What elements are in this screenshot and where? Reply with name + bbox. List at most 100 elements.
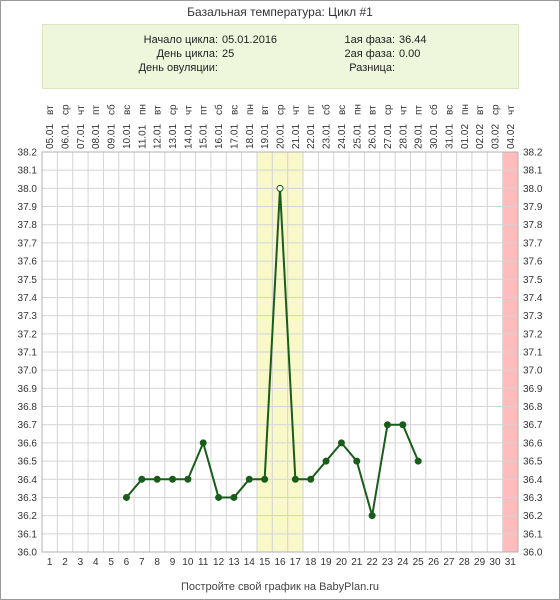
x-tick-label: 27 <box>443 557 455 568</box>
x-tick-label: 23 <box>382 557 394 568</box>
data-point <box>199 439 207 447</box>
weekday-label: пн <box>245 104 256 115</box>
cycle-start-value: 05.01.2016 <box>222 34 278 46</box>
date-label: 19.01 <box>260 124 271 149</box>
data-point <box>337 439 345 447</box>
x-tick-label: 19 <box>321 557 333 568</box>
x-tick-label: 11 <box>198 557 209 568</box>
x-tick-label: 9 <box>170 557 176 568</box>
x-tick-label: 14 <box>244 557 256 568</box>
date-label: 31.01 <box>444 124 455 149</box>
weekday-label: чт <box>398 105 409 115</box>
date-label: 07.01 <box>76 124 87 149</box>
weekday-label: ср <box>383 104 394 115</box>
weekday-label: чт <box>291 105 302 115</box>
y-tick-label: 36.2 <box>523 511 543 522</box>
weekday-label: чт <box>183 105 194 115</box>
weekday-label: ср <box>490 104 501 115</box>
footer-link[interactable]: Постройте свой график на BabyPlan.ru <box>180 581 380 593</box>
y-tick-label: 36.0 <box>18 548 38 559</box>
phase2-value: 0.00 <box>399 48 421 60</box>
date-label: 12.01 <box>153 124 164 149</box>
y-tick-label: 36.7 <box>18 420 38 431</box>
data-point <box>414 457 422 465</box>
data-point <box>169 475 177 483</box>
y-tick-label: 36.1 <box>523 529 543 540</box>
phase2-label: 2ая фаза: <box>344 48 395 60</box>
x-tick-label: 7 <box>139 557 145 568</box>
weekday-label: сб <box>321 104 333 115</box>
x-tick-label: 6 <box>124 557 130 568</box>
y-tick-label: 38.1 <box>523 166 543 177</box>
date-label: 24.01 <box>337 124 348 149</box>
y-tick-label: 36.7 <box>523 420 543 431</box>
y-tick-label: 36.6 <box>523 438 543 449</box>
x-tick-label: 2 <box>62 557 68 568</box>
x-tick-label: 4 <box>93 557 99 568</box>
phase1-value: 36.44 <box>399 34 427 46</box>
x-tick-label: 8 <box>154 557 160 568</box>
weekday-label: пн <box>137 104 148 115</box>
date-label: 06.01 <box>61 124 72 149</box>
y-tick-label: 37.2 <box>18 329 38 340</box>
x-tick-label: 29 <box>474 557 486 568</box>
data-point <box>153 475 161 483</box>
date-label: 27.01 <box>383 124 394 149</box>
phase1-label: 1ая фаза: <box>344 34 395 46</box>
y-tick-label: 37.9 <box>523 202 543 213</box>
x-tick-label: 5 <box>108 557 114 568</box>
x-tick-label: 30 <box>489 557 501 568</box>
y-tick-label: 38.1 <box>18 166 38 177</box>
weekday-label: вт <box>475 105 486 115</box>
x-tick-label: 31 <box>505 557 517 568</box>
y-tick-label: 37.2 <box>523 329 543 340</box>
x-tick-label: 24 <box>397 557 409 568</box>
date-label: 21.01 <box>291 124 302 149</box>
y-tick-label: 37.6 <box>18 257 38 268</box>
date-label: 04.02 <box>506 124 517 149</box>
weekday-label: пн <box>460 104 471 115</box>
x-tick-label: 28 <box>459 557 471 568</box>
y-tick-label: 36.0 <box>523 548 543 559</box>
data-point <box>291 475 299 483</box>
weekday-label: ср <box>276 104 287 115</box>
y-tick-label: 38.2 <box>18 148 38 159</box>
weekday-label: сб <box>428 104 440 115</box>
chart-title: Базальная температура: Цикл #1 <box>187 5 373 19</box>
date-label: 30.01 <box>429 124 440 149</box>
x-tick-label: 25 <box>413 557 425 568</box>
x-tick-label: 3 <box>78 557 84 568</box>
plot-border <box>41 151 519 553</box>
cycle-day-value: 25 <box>222 48 235 60</box>
date-label: 25.01 <box>352 124 363 149</box>
date-label: 01.02 <box>460 124 471 149</box>
data-point-open <box>276 184 284 192</box>
x-tick-label: 15 <box>259 557 271 568</box>
date-label: 20.01 <box>276 124 287 149</box>
y-tick-label: 37.4 <box>523 293 543 304</box>
y-tick-label: 38.0 <box>18 184 38 195</box>
data-point <box>383 421 391 429</box>
data-point <box>261 475 269 483</box>
date-label: 16.01 <box>214 124 225 149</box>
y-tick-label: 37.8 <box>523 220 543 231</box>
y-tick-label: 36.4 <box>523 475 543 486</box>
y-tick-label: 37.1 <box>523 348 543 359</box>
data-point <box>230 493 238 501</box>
y-tick-label: 36.6 <box>18 438 38 449</box>
cycle-day-label: День цикла: <box>156 48 218 60</box>
y-tick-label: 37.7 <box>523 238 543 249</box>
weekday-label: вт <box>368 105 379 115</box>
date-label: 11.01 <box>137 124 148 149</box>
weekday-label: чт <box>506 105 517 115</box>
data-point <box>322 457 330 465</box>
weekday-label: пт <box>199 105 210 115</box>
weekday-label: ср <box>168 104 179 115</box>
y-tick-label: 36.5 <box>18 457 38 468</box>
y-tick-label: 37.3 <box>18 311 38 322</box>
y-tick-label: 37.3 <box>523 311 543 322</box>
date-label: 03.02 <box>490 124 501 149</box>
x-tick-label: 16 <box>274 557 286 568</box>
y-tick-label: 36.4 <box>18 475 38 486</box>
x-tick-label: 18 <box>305 557 317 568</box>
